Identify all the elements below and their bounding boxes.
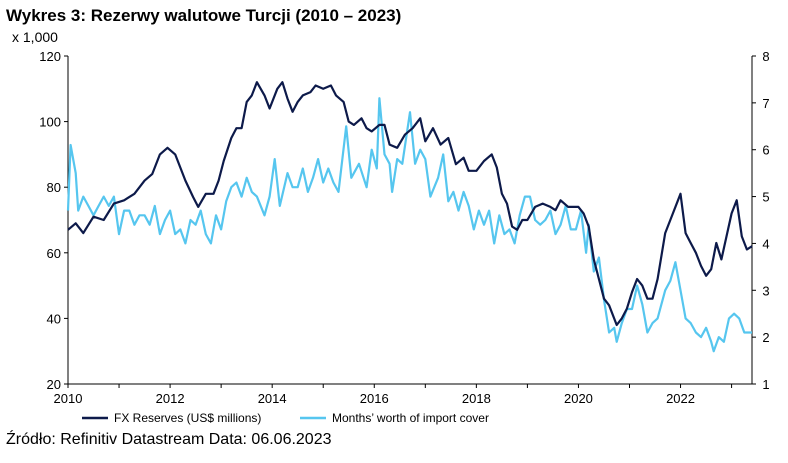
x-axis-tick-label: 2010 bbox=[54, 391, 83, 406]
series-line-import-cover bbox=[66, 97, 752, 353]
legend-label: FX Reserves (US$ millions) bbox=[114, 411, 261, 425]
right-axis-tick-label: 3 bbox=[762, 283, 769, 298]
chart-legend: FX Reserves (US$ millions) Months’ worth … bbox=[82, 411, 489, 425]
left-axis-tick-label: 40 bbox=[47, 311, 61, 326]
right-axis-tick-label: 6 bbox=[762, 143, 769, 158]
left-axis-tick-label: 20 bbox=[47, 377, 61, 392]
right-axis-tick-label: 1 bbox=[762, 377, 769, 392]
x-axis-tick-label: 2016 bbox=[360, 391, 389, 406]
left-axis-tick-label: 100 bbox=[39, 115, 61, 130]
right-axis-tick-label: 4 bbox=[762, 236, 769, 251]
x-axis-tick-label: 2014 bbox=[258, 391, 287, 406]
right-axis-tick-label: 5 bbox=[762, 190, 769, 205]
x-axis-tick-label: 2020 bbox=[564, 391, 593, 406]
right-axis-tick-label: 2 bbox=[762, 330, 769, 345]
x-axis-tick-label: 2012 bbox=[156, 391, 185, 406]
x-axis-tick-label: 2022 bbox=[666, 391, 695, 406]
right-axis-tick-label: 8 bbox=[762, 49, 769, 64]
chart-title: Wykres 3: Rezerwy walutowe Turcji (2010 … bbox=[6, 6, 402, 25]
legend-label: Months’ worth of import cover bbox=[332, 411, 489, 425]
left-axis-unit-label: x 1,000 bbox=[12, 29, 58, 45]
x-axis-tick-label: 2018 bbox=[462, 391, 491, 406]
chart-axes: 20 40 60 80 100 120 1 2 3 4 5 6 7 8 2010 2012 2014 2016 20… bbox=[39, 49, 769, 406]
source-note: Źródło: Refinitiv Datastream Data: 06.06… bbox=[6, 431, 332, 448]
right-axis-tick-label: 7 bbox=[762, 96, 769, 111]
left-axis-tick-label: 60 bbox=[47, 246, 61, 261]
chart-series bbox=[66, 81, 753, 353]
left-axis-tick-label: 80 bbox=[47, 180, 61, 195]
series-line-fx-reserves bbox=[67, 81, 753, 327]
left-axis-tick-label: 120 bbox=[39, 49, 61, 64]
